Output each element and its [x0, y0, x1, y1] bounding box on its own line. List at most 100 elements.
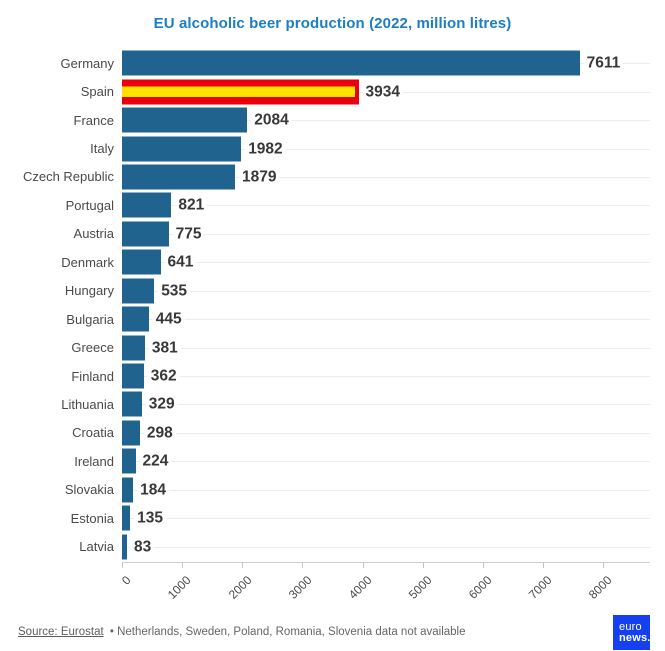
row-gridline — [122, 290, 650, 292]
x-axis-labels: 0 1000 2000 3000 4000 5000 6000 7000 8000 — [119, 563, 650, 615]
value-label: 362 — [147, 367, 180, 385]
bar-row: Croatia 298 — [8, 419, 650, 447]
axis-tick — [122, 563, 123, 568]
value-label: 535 — [158, 281, 191, 300]
row-gridline — [122, 461, 650, 463]
category-label: Ireland — [74, 453, 114, 469]
category-label: Czech Republic — [22, 169, 114, 185]
bar-track: 7611 — [122, 49, 650, 77]
bar-row: Ireland 224 — [8, 447, 650, 475]
bar-highlight-flag — [122, 79, 359, 105]
value-label: 445 — [152, 310, 185, 328]
bar-row: Italy 1982 — [8, 134, 650, 162]
bar — [122, 278, 155, 304]
value-label: 224 — [139, 452, 172, 471]
row-gridline — [122, 176, 650, 178]
euronews-logo: euro news. — [613, 615, 650, 650]
bar-row: Bulgaria 445 — [8, 305, 650, 333]
value-label: 2084 — [251, 111, 292, 129]
value-label: 381 — [148, 338, 181, 357]
category-label: Lithuania — [61, 396, 114, 412]
bar — [122, 363, 144, 389]
value-label: 184 — [137, 481, 169, 499]
bar-track: 224 — [122, 447, 650, 475]
axis-tick — [302, 563, 304, 568]
category-label: Slovakia — [64, 482, 114, 498]
category-label: Bulgaria — [66, 311, 114, 327]
bar — [122, 221, 169, 247]
bar-track: 329 — [122, 390, 650, 418]
bar-track: 298 — [122, 419, 650, 447]
category-label: Germany — [60, 55, 114, 71]
bar-track: 821 — [122, 191, 650, 219]
category-label: Estonia — [70, 510, 114, 526]
bar-track: 775 — [122, 220, 650, 248]
bar-row: Latvia 83 — [8, 532, 650, 560]
bar-row: Lithuania 329 — [8, 390, 650, 418]
bar-track: 3934 — [122, 77, 650, 105]
category-label: Greece — [71, 340, 114, 356]
bar-track: 135 — [122, 504, 650, 532]
bar-track: 83 — [122, 532, 650, 560]
value-label: 775 — [172, 225, 205, 243]
row-gridline — [122, 120, 650, 122]
value-label: 1879 — [239, 168, 280, 186]
category-label: Croatia — [72, 425, 114, 441]
axis-tick — [542, 563, 544, 568]
bar-rows: Germany 7611 Spain 3934 France 2084 Italy 1982 C… — [8, 49, 650, 561]
row-gridline — [122, 518, 650, 520]
axis-tick — [182, 563, 184, 568]
bar-track: 2084 — [122, 106, 650, 134]
bar-track: 184 — [122, 476, 650, 504]
bar-row: Hungary 535 — [8, 277, 650, 305]
axis-tick — [422, 563, 424, 568]
bar-row: Slovakia 184 — [8, 476, 650, 504]
source-link[interactable]: Source: Eurostat — [18, 626, 104, 638]
bar — [122, 249, 161, 275]
category-label: Portugal — [65, 197, 114, 213]
row-gridline — [122, 376, 650, 378]
bar-row: Portugal 821 — [8, 191, 650, 219]
footer: Source: Eurostat • Netherlands, Sweden, … — [18, 626, 466, 638]
row-gridline — [122, 432, 650, 434]
logo-line2: news. — [619, 631, 651, 644]
row-gridline — [122, 347, 650, 349]
value-label: 3934 — [362, 82, 403, 101]
value-label: 821 — [175, 196, 208, 215]
bar-track: 445 — [122, 305, 650, 333]
row-gridline — [122, 233, 650, 235]
row-gridline — [122, 262, 650, 264]
bar — [122, 306, 149, 332]
bar-track: 362 — [122, 362, 650, 390]
row-gridline — [122, 546, 650, 548]
row-gridline — [122, 404, 650, 406]
bar-track: 1879 — [122, 163, 650, 191]
bar-row: Spain 3934 — [8, 77, 650, 105]
category-label: Hungary — [64, 283, 114, 299]
bar — [122, 420, 140, 446]
bar-track: 381 — [122, 333, 650, 361]
bar-row: Austria 775 — [8, 220, 650, 248]
bar — [122, 335, 145, 361]
category-label: France — [73, 112, 114, 128]
row-gridline — [122, 489, 650, 491]
value-label: 1982 — [245, 139, 286, 158]
category-label: Finland — [71, 368, 114, 384]
row-gridline — [122, 148, 650, 150]
bar-row: Finland 362 — [8, 362, 650, 390]
chart-title: EU alcoholic beer production (2022, mill… — [153, 15, 512, 32]
bar — [122, 107, 248, 133]
bar-row: Czech Republic 1879 — [8, 163, 650, 191]
bar-row: Denmark 641 — [8, 248, 650, 276]
bar — [122, 505, 131, 531]
logo-line1: euro — [619, 621, 642, 633]
axis-tick — [242, 563, 244, 568]
bar-row: Estonia 135 — [8, 504, 650, 532]
value-label: 83 — [131, 537, 155, 556]
bar — [122, 164, 235, 190]
category-label: Italy — [90, 141, 114, 157]
value-label: 641 — [164, 253, 197, 272]
bar — [122, 534, 127, 560]
bar-track: 1982 — [122, 134, 650, 162]
